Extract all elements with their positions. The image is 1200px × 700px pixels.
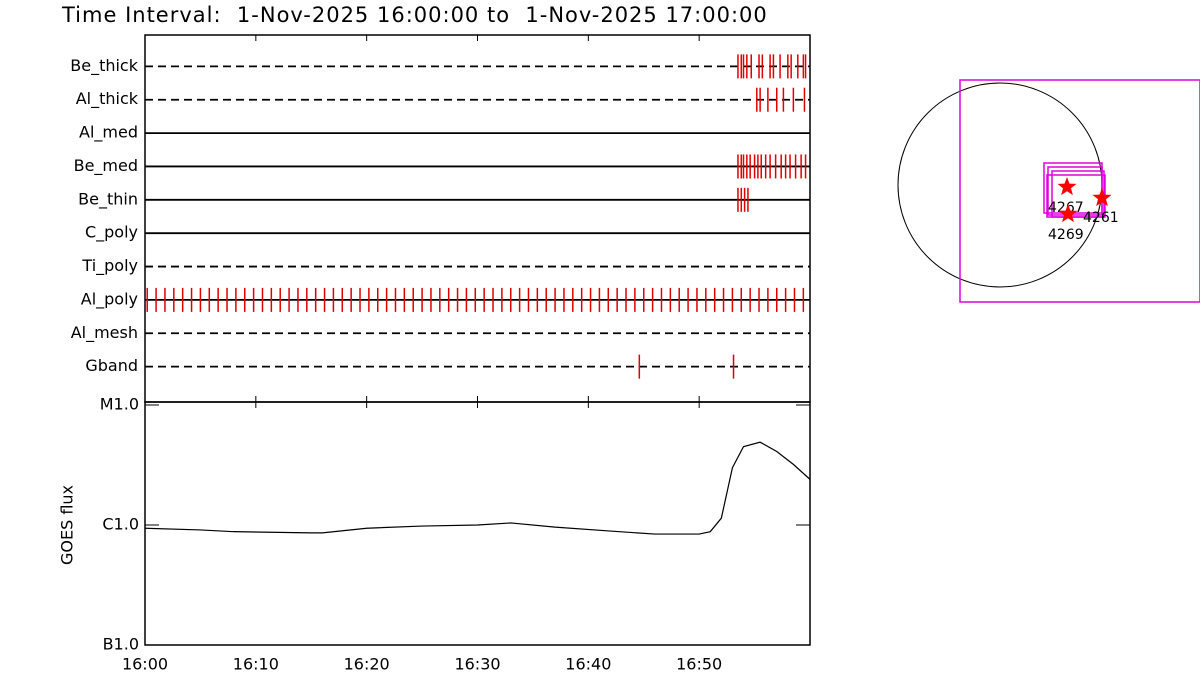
filter-label: Be_med bbox=[74, 156, 138, 176]
filter-label: Gband bbox=[85, 356, 138, 375]
region-star bbox=[1058, 204, 1078, 223]
y-tick-label: B1.0 bbox=[103, 635, 139, 654]
filter-label: Be_thin bbox=[78, 189, 138, 209]
region-star bbox=[1057, 177, 1077, 196]
region-star bbox=[1092, 188, 1112, 207]
filter-label: Ti_poly bbox=[81, 256, 138, 276]
x-tick-label: 16:50 bbox=[676, 655, 722, 674]
x-tick-label: 16:00 bbox=[122, 655, 168, 674]
x-tick-label: 16:10 bbox=[233, 655, 279, 674]
fov-box bbox=[959, 79, 1200, 303]
x-tick-label: 16:20 bbox=[344, 655, 390, 674]
chart-title: Time Interval: 1-Nov-2025 16:00:00 to 1-… bbox=[61, 3, 768, 27]
filter-label: C_poly bbox=[85, 223, 138, 243]
goes-curve bbox=[144, 441, 811, 535]
x-tick-label: 16:40 bbox=[565, 655, 611, 674]
y-tick-label: C1.0 bbox=[102, 515, 139, 534]
filter-label: Al_thick bbox=[76, 89, 139, 109]
filter-label: Be_thick bbox=[70, 56, 138, 76]
y-tick-label: M1.0 bbox=[100, 395, 139, 414]
filter-label: Al_med bbox=[79, 123, 138, 143]
y-axis-label: GOES flux bbox=[58, 485, 77, 565]
filter-label: Al_poly bbox=[81, 289, 138, 309]
region-label: 4261 bbox=[1083, 210, 1119, 226]
region-label: 4269 bbox=[1048, 227, 1084, 243]
x-tick-label: 16:30 bbox=[454, 655, 500, 674]
filter-label: Al_mesh bbox=[71, 323, 138, 343]
